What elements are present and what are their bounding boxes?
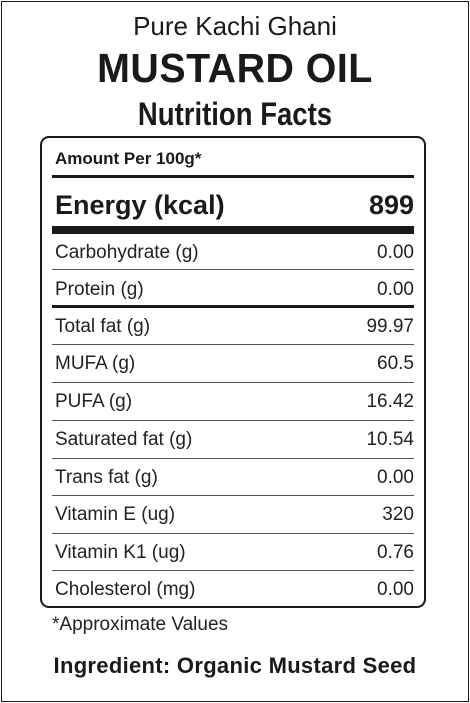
divider [52, 175, 414, 178]
divider [52, 495, 414, 496]
divider [52, 420, 414, 421]
nutrient-value: 0.00 [377, 466, 414, 488]
nutrient-value: 0.00 [377, 578, 414, 600]
nutrient-row: Protein (g) 0.00 [55, 271, 414, 309]
nutrient-label: MUFA (g) [55, 352, 136, 374]
nutrient-row: Vitamin E (ug) 320 [55, 496, 414, 534]
nutrient-value: 0.00 [377, 241, 414, 263]
nutrient-value: 60.5 [377, 352, 414, 374]
nutrient-label: Protein (g) [55, 278, 144, 300]
approximate-note: *Approximate Values [52, 614, 229, 635]
nutrient-label: Saturated fat (g) [55, 428, 193, 450]
divider [52, 458, 414, 459]
nutrition-heading: Nutrition Facts [137, 96, 333, 132]
nutrient-row: MUFA (g) 60.5 [55, 345, 414, 383]
nutrient-label: Vitamin K1 (ug) [55, 541, 186, 563]
energy-label: Energy (kcal) [55, 189, 225, 220]
nutrient-value: 0.00 [377, 278, 414, 300]
divider [52, 570, 414, 571]
nutrient-row: Cholesterol (mg) 0.00 [55, 571, 414, 609]
nutrient-label: Total fat (g) [55, 315, 151, 337]
divider [52, 305, 414, 308]
nutrient-value: 0.76 [377, 541, 414, 563]
nutrient-label: Trans fat (g) [55, 466, 158, 488]
nutrient-value: 16.42 [366, 390, 414, 412]
nutrient-label: Cholesterol (mg) [55, 578, 196, 600]
product-name: MUSTARD OIL [97, 45, 373, 91]
nutrient-value: 99.97 [366, 315, 414, 337]
nutrient-label: Carbohydrate (g) [55, 241, 199, 263]
nutrient-row: Carbohydrate (g) 0.00 [55, 234, 414, 272]
divider [52, 382, 414, 383]
nutrient-row: Saturated fat (g) 10.54 [55, 421, 414, 459]
nutrient-value: 320 [382, 503, 414, 525]
nutrition-panel: Amount Per 100g* Energy (kcal) 899 Carbo… [40, 136, 426, 608]
nutrient-row: Total fat (g) 99.97 [55, 308, 414, 346]
serving-amount: Amount Per 100g* [55, 149, 202, 168]
product-subtitle: Pure Kachi Ghani [133, 11, 337, 41]
nutrient-value: 10.54 [366, 428, 414, 450]
ingredient-line: Ingredient: Organic Mustard Seed [53, 653, 417, 678]
divider [52, 344, 414, 345]
energy-value: 899 [368, 189, 414, 220]
nutrient-row: Trans fat (g) 0.00 [55, 459, 414, 497]
nutrient-row: Vitamin K1 (ug) 0.76 [55, 534, 414, 572]
divider [52, 533, 414, 534]
energy-row: Energy (kcal) 899 [55, 187, 414, 223]
divider-thick [52, 226, 414, 234]
divider [52, 269, 414, 270]
nutrient-label: Vitamin E (ug) [55, 503, 176, 525]
nutrient-label: PUFA (g) [55, 390, 133, 412]
nutrient-row: PUFA (g) 16.42 [55, 383, 414, 421]
